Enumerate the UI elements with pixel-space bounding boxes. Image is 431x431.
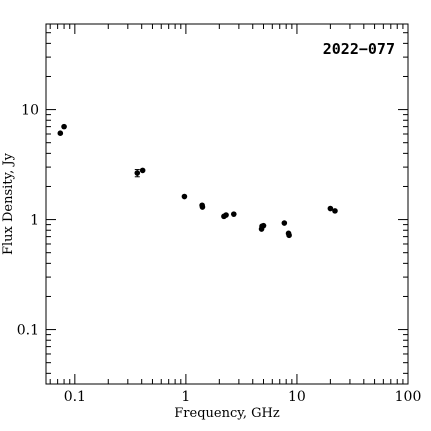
y-tick-label: 10	[21, 103, 39, 119]
data-point	[281, 220, 288, 226]
x-tick-label: 1	[181, 389, 190, 405]
data-point	[61, 123, 67, 130]
data-point	[199, 204, 206, 210]
axis-ticks	[46, 23, 409, 384]
data-point	[57, 130, 64, 137]
data-point	[134, 170, 141, 176]
plot-frame	[45, 23, 409, 385]
data-point	[286, 232, 292, 239]
data-points	[57, 123, 338, 239]
data-point	[223, 212, 229, 218]
chart-title: 2022−077	[323, 40, 395, 58]
data-point	[181, 193, 188, 200]
x-tick-label: 0.1	[64, 389, 86, 405]
data-point	[327, 205, 334, 212]
x-axis-label: Frequency, GHz	[174, 406, 280, 421]
y-tick-label: 1	[30, 213, 39, 229]
data-point	[260, 222, 267, 229]
x-tick-label: 100	[395, 389, 422, 405]
y-axis-label: Flux Density, Jy	[1, 152, 16, 255]
data-point	[139, 167, 146, 174]
axis-tick-labels: 0.1 1 10 100 0.1 1 10	[17, 103, 422, 405]
x-tick-label: 10	[288, 389, 306, 405]
data-point	[332, 208, 338, 214]
y-tick-label: 0.1	[17, 323, 39, 339]
data-point	[230, 211, 237, 217]
